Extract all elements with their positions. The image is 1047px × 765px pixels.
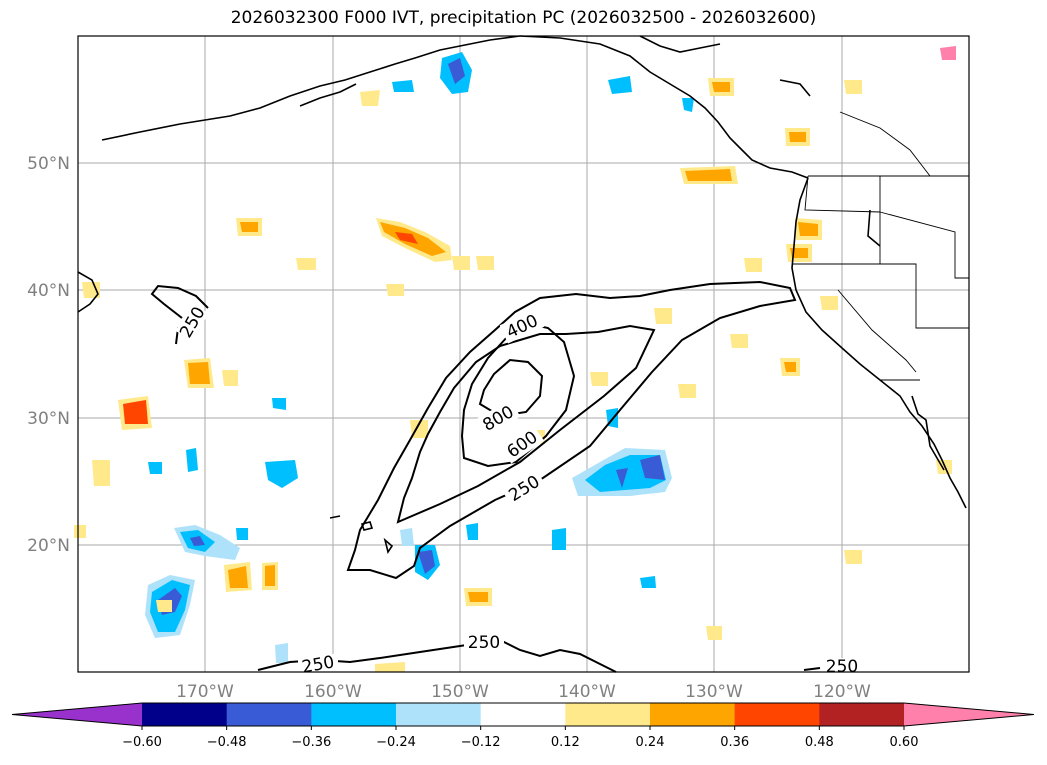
precip-blob <box>685 169 732 181</box>
graticule <box>78 36 969 672</box>
precip-blob <box>468 592 488 602</box>
precip-blob <box>156 600 172 612</box>
precip-blob <box>186 448 198 472</box>
precip-blob <box>148 462 162 474</box>
ivt-label: 250 <box>468 633 500 653</box>
precip-blob <box>712 82 730 92</box>
coastlines <box>77 35 969 554</box>
precip-blob <box>123 400 148 424</box>
colorbar-tick-label: 0.12 <box>551 735 580 750</box>
colorbar-tick-label: −0.36 <box>291 735 331 750</box>
colorbar-extension-high <box>904 703 1034 726</box>
precip-blob <box>228 566 248 588</box>
colorbar-tick-label: −0.24 <box>376 735 416 750</box>
precip-blob <box>272 398 286 410</box>
precip-blob <box>466 523 478 540</box>
precip-blob <box>844 550 862 564</box>
lat-tick-label: 50°N <box>27 154 70 174</box>
colorbar-tick-label: 0.24 <box>636 735 665 750</box>
precip-blob <box>940 46 956 60</box>
precip-blob <box>682 98 694 112</box>
colorbar-segment <box>142 703 228 726</box>
precip-blob <box>744 258 762 272</box>
precip-blob <box>476 256 494 270</box>
precip-blob <box>392 80 414 92</box>
precip-blob <box>936 460 952 474</box>
precip-blob <box>452 256 470 270</box>
colorbar-tick-label: 0.60 <box>890 735 919 750</box>
lat-tick-label: 20°N <box>27 536 70 556</box>
precip-blob <box>784 362 796 372</box>
precip-blob <box>222 370 238 386</box>
precipitation-anomaly-fills <box>74 46 956 672</box>
precip-blob <box>730 334 748 348</box>
longitude-labels: 170°W 160°W 150°W 140°W 130°W 120°W <box>176 682 871 702</box>
precip-blob <box>798 222 818 236</box>
precip-blob <box>240 222 258 232</box>
precip-blob <box>640 455 665 480</box>
precip-blob <box>654 308 672 324</box>
precip-blob <box>275 643 288 663</box>
precip-blob <box>92 460 110 486</box>
lon-tick-label: 130°W <box>685 682 743 702</box>
precip-blob <box>395 232 418 244</box>
lon-tick-label: 160°W <box>304 682 362 702</box>
colorbar: −0.60 −0.48 −0.36 −0.24 −0.12 0.12 0.24 0.36 0.4… <box>11 702 1035 750</box>
figure-title: 2026032300 F000 IVT, precipitation PC (2… <box>230 8 817 28</box>
precip-blob <box>400 528 414 546</box>
precip-blob <box>448 58 465 84</box>
precip-blob <box>360 90 380 106</box>
precip-blob <box>678 384 696 398</box>
colorbar-segment <box>396 703 482 726</box>
precip-blob <box>386 284 404 296</box>
precip-blob <box>74 525 86 538</box>
latitude-labels: 20°N 30°N 40°N 50°N <box>27 154 70 556</box>
precip-blob <box>608 76 632 94</box>
colorbar-segment <box>565 703 651 726</box>
colorbar-segment <box>650 703 736 726</box>
colorbar-tick-label: 0.48 <box>805 735 834 750</box>
ivt-label: 250 <box>826 657 858 677</box>
precip-blob <box>820 296 838 310</box>
precip-blob <box>418 550 435 574</box>
colorbar-segment <box>734 703 820 726</box>
colorbar-tick-label: −0.60 <box>122 735 162 750</box>
lat-tick-label: 40°N <box>27 281 70 301</box>
colorbar-segment <box>819 703 905 726</box>
map-background <box>78 36 969 672</box>
precip-blob <box>375 662 405 672</box>
lat-tick-label: 30°N <box>27 409 70 429</box>
precip-blob <box>265 565 275 586</box>
precip-blob <box>552 528 566 550</box>
precip-blob <box>706 626 722 640</box>
precip-blob <box>790 248 808 258</box>
colorbar-segment <box>480 703 566 726</box>
precip-blob <box>236 528 248 540</box>
precip-blob <box>789 132 806 142</box>
colorbar-tick-label: 0.36 <box>720 735 749 750</box>
precip-blob <box>190 536 205 546</box>
lon-tick-label: 170°W <box>176 682 234 702</box>
precip-blob <box>640 576 656 588</box>
precip-blob <box>188 362 210 384</box>
colorbar-segment <box>226 703 312 726</box>
colorbar-tick-label: −0.12 <box>461 735 501 750</box>
lon-tick-label: 120°W <box>813 682 871 702</box>
precip-blob <box>844 80 862 94</box>
colorbar-segment <box>311 703 397 726</box>
lon-tick-label: 150°W <box>431 682 489 702</box>
lon-tick-label: 140°W <box>558 682 616 702</box>
colorbar-tick-label: −0.48 <box>207 735 247 750</box>
precip-blob <box>296 258 316 270</box>
precip-blob <box>590 372 608 386</box>
precip-blob <box>265 460 298 488</box>
precip-blob <box>616 468 628 488</box>
precip-blob <box>82 282 100 298</box>
colorbar-extension-low <box>12 703 142 726</box>
map-frame <box>77 35 970 673</box>
